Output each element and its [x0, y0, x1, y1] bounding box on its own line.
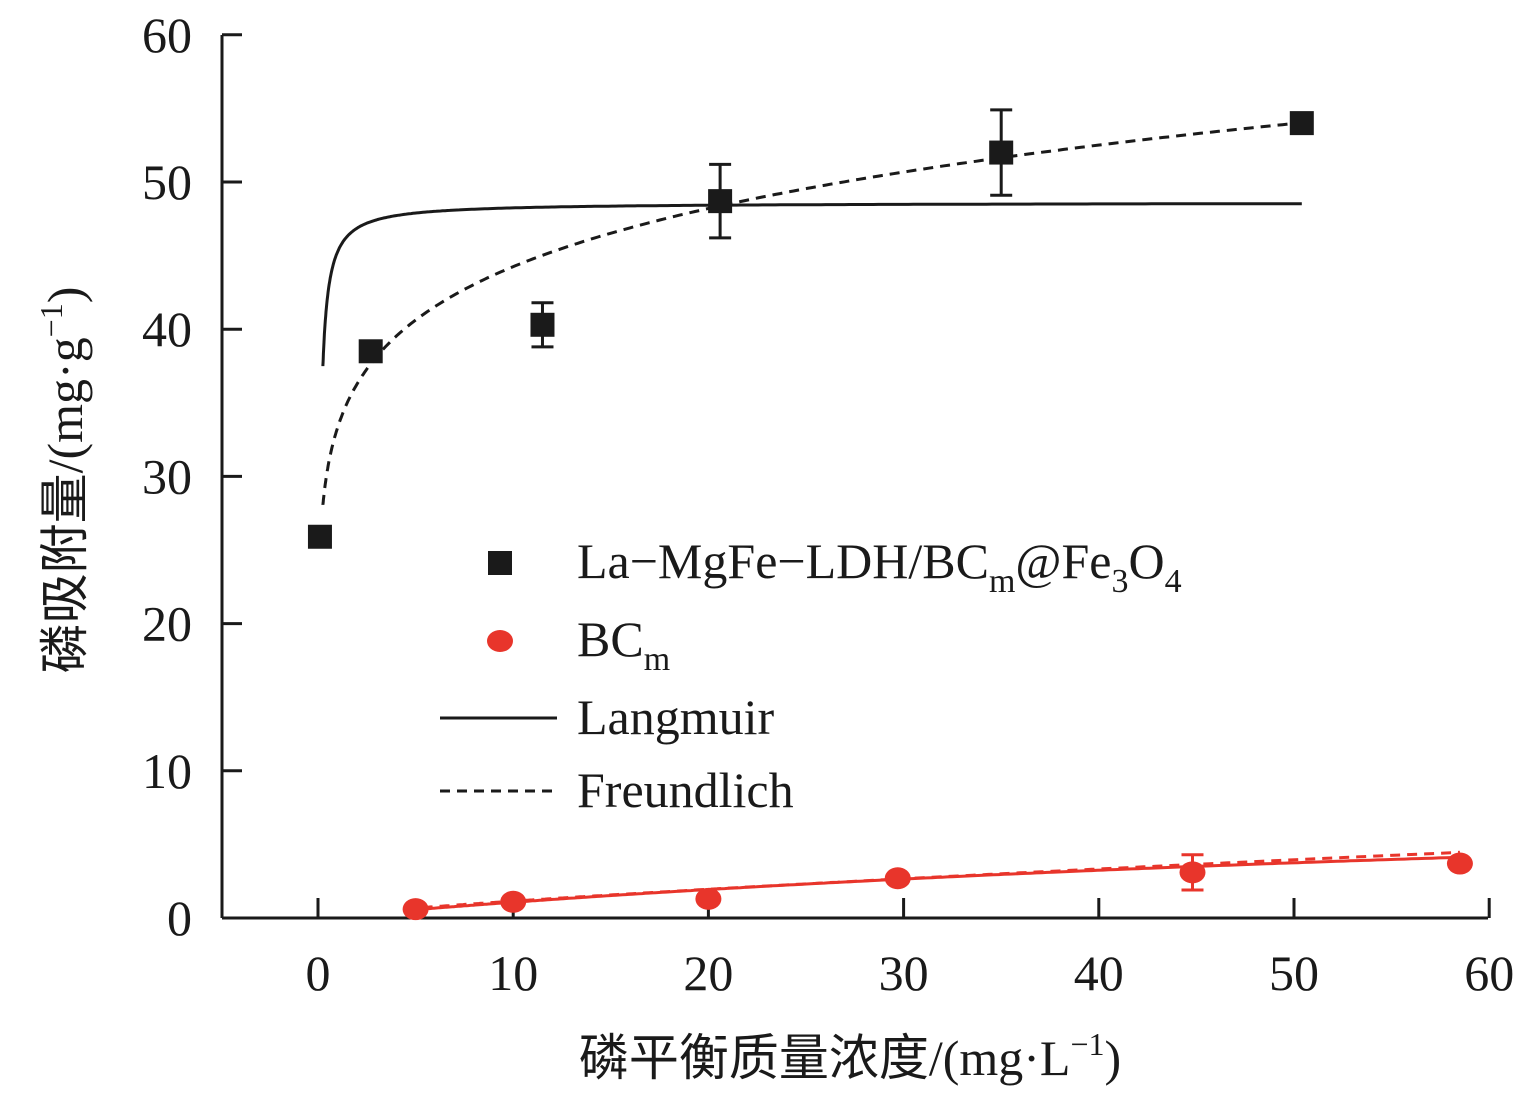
point-la-mgfe [307, 524, 332, 549]
point-bcm [695, 887, 722, 910]
legend-marker-square [488, 551, 512, 575]
legend-label-freundlich: Freundlich [577, 762, 794, 818]
x-tick-label: 30 [879, 945, 929, 1001]
point-la-mgfe [530, 312, 555, 337]
y-tick-label: 20 [142, 596, 192, 652]
y-tick-label: 0 [167, 890, 192, 946]
y-axis-label: 磷吸附量/(mg·g−1) [33, 287, 93, 674]
x-tick-label: 20 [683, 945, 733, 1001]
legend-label-la-mgfe: La−MgFe−LDH/BCm@Fe3O4 [577, 533, 1182, 600]
point-la-mgfe [358, 339, 383, 364]
y-tick-label: 30 [142, 448, 192, 504]
point-bcm [402, 898, 429, 921]
x-axis-label: 磷平衡质量浓度/(mg·L−1) [579, 1026, 1121, 1086]
fit-freundlich-la-mgfe [321, 121, 1302, 505]
legend-marker-circle [487, 630, 513, 652]
point-la-mgfe [1289, 111, 1314, 136]
y-tick-label: 10 [142, 743, 192, 799]
x-tick-label: 10 [488, 945, 538, 1001]
x-tick-label: 60 [1464, 945, 1514, 1001]
point-bcm [1179, 861, 1206, 884]
x-tick-label: 40 [1074, 945, 1124, 1001]
point-la-mgfe [989, 140, 1014, 165]
legend-label-langmuir: Langmuir [577, 689, 775, 745]
legend: La−MgFe−LDH/BCm@Fe3O4 BCm Langmuir Freun… [440, 533, 1182, 818]
fit-curves [321, 121, 1460, 912]
axes [220, 35, 1488, 920]
x-tick-label: 50 [1269, 945, 1319, 1001]
point-la-mgfe [708, 189, 733, 214]
x-tick-label: 0 [306, 945, 331, 1001]
x-ticks: 0 10 20 30 40 50 60 [306, 898, 1514, 1001]
fit-langmuir-bcm [404, 855, 1460, 912]
point-bcm [500, 890, 527, 913]
y-ticks: 0 10 20 30 40 50 60 [142, 7, 242, 946]
point-bcm [884, 867, 911, 890]
fit-freundlich-bcm [404, 850, 1460, 911]
y-tick-label: 60 [142, 7, 192, 63]
y-tick-label: 40 [142, 301, 192, 357]
fit-langmuir-la-mgfe [321, 202, 1302, 367]
y-tick-label: 50 [142, 154, 192, 210]
point-bcm [1446, 852, 1473, 875]
legend-label-bcm: BCm [577, 611, 670, 678]
data-points [307, 108, 1473, 921]
